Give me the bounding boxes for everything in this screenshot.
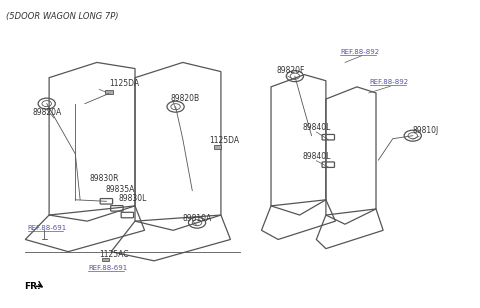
Text: REF.88-691: REF.88-691 [28,225,67,231]
Text: 89820A: 89820A [33,108,61,117]
Text: REF.88-892: REF.88-892 [340,49,379,55]
Text: (5DOOR WAGON LONG 7P): (5DOOR WAGON LONG 7P) [6,12,119,21]
Bar [214,145,221,148]
Text: REF.88-691: REF.88-691 [88,265,128,271]
Text: 89810A: 89810A [183,214,212,223]
Text: 89830L: 89830L [118,194,147,203]
Text: 89820F: 89820F [277,66,305,75]
Text: 1125DA: 1125DA [209,136,239,145]
Text: 89840L: 89840L [303,152,331,161]
Text: 89820B: 89820B [171,94,200,103]
Text: 89840L: 89840L [303,123,331,132]
Text: 1125DA: 1125DA [109,79,139,88]
Text: REF.88-892: REF.88-892 [370,79,409,85]
Bar [102,258,109,261]
Text: 89830R: 89830R [90,174,119,183]
Text: 89835A: 89835A [106,185,135,194]
Text: 89810J: 89810J [413,126,439,135]
Bar [106,90,113,94]
Text: 1125AC: 1125AC [99,250,129,259]
Text: FR.: FR. [24,282,41,291]
